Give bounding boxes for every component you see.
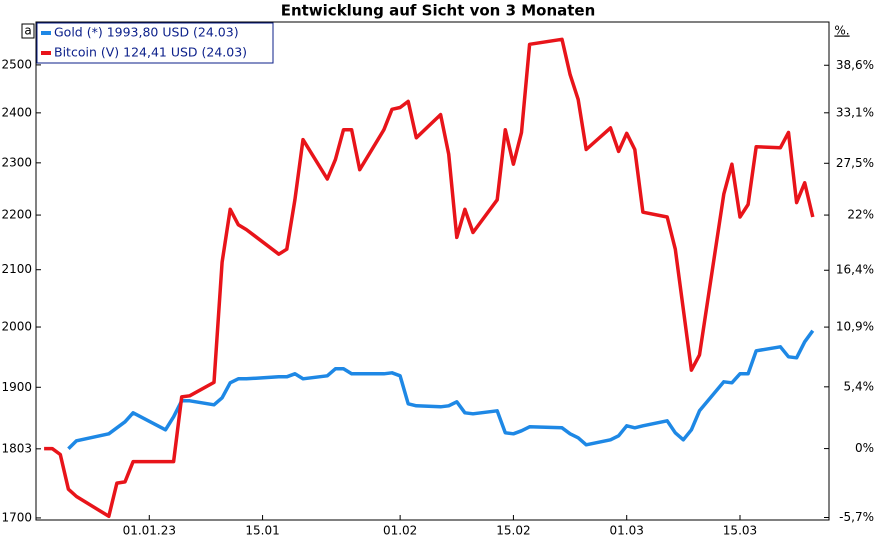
y2-tick-label: 16,4% [836, 263, 874, 277]
legend-label: Bitcoin (V) 124,41 USD (24.03) [54, 45, 247, 60]
y-axis-label: a [24, 24, 31, 38]
x-tick-label: 01.01.23 [123, 524, 176, 538]
y-tick-label: 2500 [1, 57, 32, 71]
x-tick-label: 15.03 [723, 524, 757, 538]
x-tick-label: 15.02 [496, 524, 530, 538]
y-tick-label: 1803 [1, 441, 32, 455]
y2-tick-label: 38,6% [836, 58, 874, 72]
x-tick-label: 01.03 [610, 524, 644, 538]
y-tick-label: 2200 [1, 208, 32, 222]
y-tick-label: 1900 [1, 380, 32, 394]
y2-tick-label: 27,5% [836, 156, 874, 170]
y2-tick-label: 33,1% [836, 105, 874, 119]
y-unit-box [21, 23, 35, 39]
series-line [67, 329, 815, 451]
y-tick-label: 2300 [1, 155, 32, 169]
y2-tick-label: 0% [855, 441, 874, 455]
chart-title: Entwicklung auf Sicht von 3 Monaten [281, 2, 596, 20]
y-tick-label: 2400 [1, 105, 32, 119]
series-line [44, 37, 815, 519]
x-tick-label: 01.02 [383, 524, 417, 538]
y2-tick-label: -5,7% [839, 510, 874, 524]
x-tick-label: 15.01 [245, 524, 279, 538]
y2-tick-label: 22% [847, 208, 874, 222]
legend-label: Gold (*) 1993,80 USD (24.03) [54, 25, 239, 40]
y-tick-label: 2100 [1, 262, 32, 276]
plot-frame [35, 21, 830, 521]
legend-box [36, 22, 274, 64]
y2-tick-label: 10,9% [836, 320, 874, 334]
y2-axis-label: %. [834, 24, 849, 38]
y-tick-label: 1700 [1, 510, 32, 524]
y-tick-label: 2000 [1, 320, 32, 334]
y2-tick-label: 5,4% [844, 379, 875, 393]
